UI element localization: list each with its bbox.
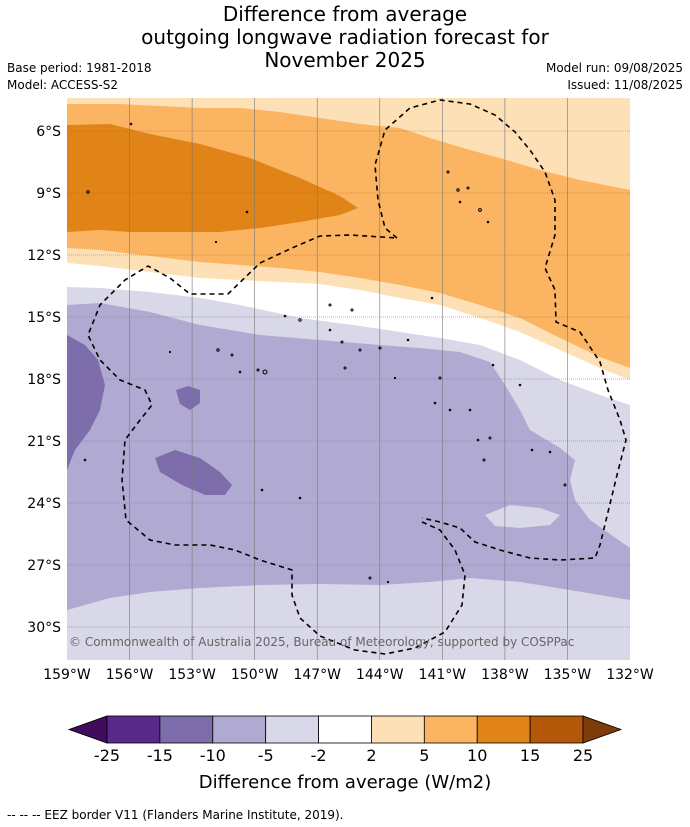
- lon-label: 147°W: [293, 667, 341, 683]
- lat-label: 18°S: [27, 372, 61, 388]
- lon-label: 138°W: [481, 667, 529, 683]
- colorbar-ticks: -25 -15 -10 -5 -2 2 5 10 15 25: [94, 746, 593, 765]
- colorbar-tick-label: -5: [258, 746, 274, 765]
- issued-text: Issued: 11/08/2025: [567, 78, 683, 92]
- lon-label: 132°W: [606, 667, 654, 683]
- colorbar-tick-label: 15: [520, 746, 540, 765]
- lat-label: 15°S: [27, 310, 61, 326]
- lon-label: 156°W: [106, 667, 154, 683]
- legend-title: Difference from average (W/m2): [199, 772, 491, 793]
- lat-label: 21°S: [27, 434, 61, 450]
- colorbar-tick-label: 2: [366, 746, 376, 765]
- lat-label: 12°S: [27, 248, 61, 264]
- eez-border-south: [87, 234, 466, 655]
- islands: [83, 122, 567, 584]
- colorbar-swatch: [106, 715, 161, 744]
- colorbar-swatch: [318, 715, 372, 744]
- lat-label: 30°S: [27, 620, 61, 636]
- colorbar-tick-label: -10: [200, 746, 226, 765]
- colorbar-swatch: [371, 715, 425, 744]
- colorbar-tick-label: 10: [467, 746, 487, 765]
- lat-label: 24°S: [27, 496, 61, 512]
- anomaly-map: © Commonwealth of Australia 2025, Bureau…: [27, 98, 654, 793]
- title-line-3: November 2025: [264, 48, 426, 72]
- colorbar-tick-label: 25: [573, 746, 593, 765]
- colorbar-tick-label: -2: [311, 746, 327, 765]
- lat-label: 6°S: [36, 124, 61, 140]
- colorbar-swatch: [265, 715, 319, 744]
- lon-label: 135°W: [544, 667, 592, 683]
- map-fill: © Commonwealth of Australia 2025, Bureau…: [67, 98, 630, 660]
- lon-label: 150°W: [231, 667, 279, 683]
- colorbar-tick-label: 5: [419, 746, 429, 765]
- copyright-text: © Commonwealth of Australia 2025, Bureau…: [69, 635, 574, 649]
- lon-label: 141°W: [419, 667, 467, 683]
- lon-label: 153°W: [168, 667, 216, 683]
- colorbar: [67, 715, 623, 744]
- title-line-1: Difference from average: [222, 2, 468, 26]
- lat-label: 9°S: [36, 186, 61, 202]
- model-text: Model: ACCESS-S2: [7, 78, 119, 92]
- colorbar-tick-label: -25: [94, 746, 120, 765]
- title-line-2: outgoing longwave radiation forecast for: [141, 25, 549, 49]
- colorbar-swatch: [212, 715, 267, 744]
- base-period-text: Base period: 1981-2018: [7, 61, 152, 75]
- lon-labels: 159°W 156°W 153°W 150°W 147°W 144°W 141°W 138°W…: [43, 667, 654, 683]
- colorbar-swatch: [423, 715, 478, 744]
- colorbar-swatch: [476, 715, 531, 744]
- lat-labels: 6°S 9°S 12°S 15°S 18°S 21°S 24°S 27°S 30°S: [27, 124, 61, 636]
- colorbar-max-arrow: [582, 715, 623, 744]
- colorbar-swatch: [159, 715, 214, 744]
- lat-label: 27°S: [27, 558, 61, 574]
- model-run-text: Model run: 09/08/2025: [545, 61, 683, 75]
- lon-label: 144°W: [356, 667, 404, 683]
- eez-footnote: -- -- -- EEZ border V11 (Flanders Marine…: [7, 808, 344, 822]
- colorbar-swatch: [529, 715, 584, 744]
- colorbar-tick-label: -15: [147, 746, 173, 765]
- colorbar-min-arrow: [67, 715, 108, 744]
- eez-border-north: [374, 99, 627, 561]
- lon-label: 159°W: [43, 667, 91, 683]
